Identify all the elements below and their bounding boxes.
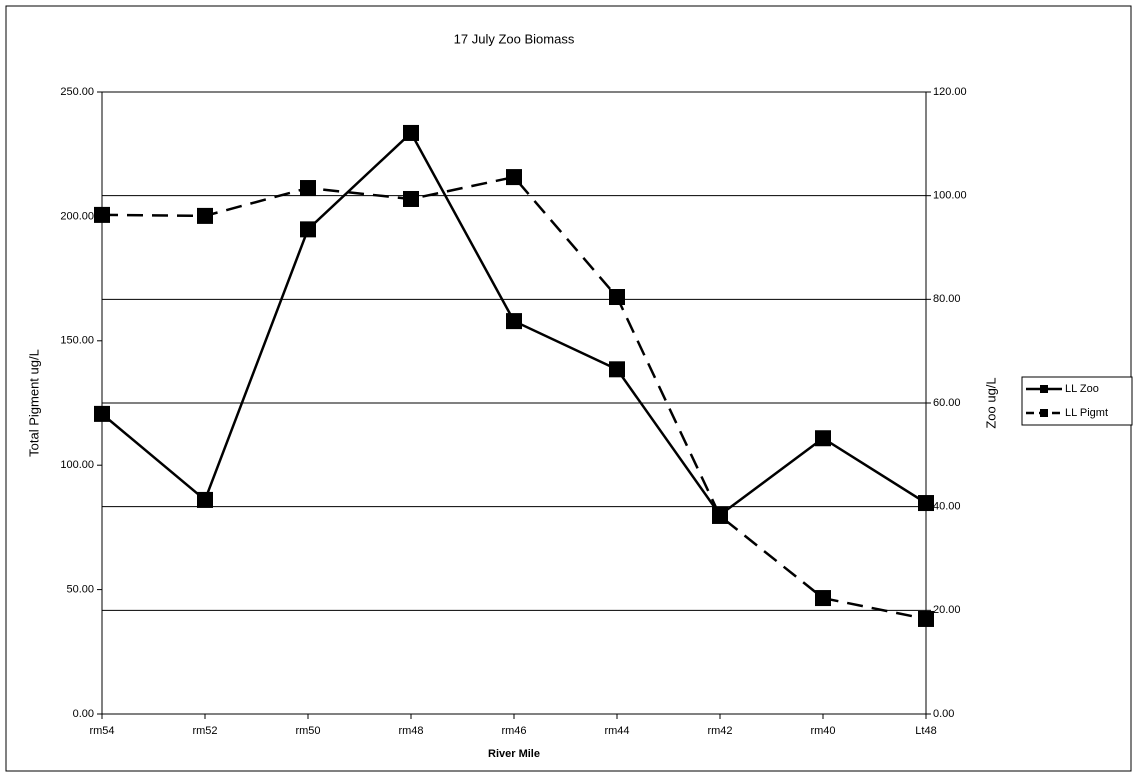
y-tick-label: 200.00: [60, 210, 94, 222]
x-tick-label: rm54: [89, 725, 114, 737]
x-tick-label: rm50: [295, 725, 320, 737]
marker: [712, 507, 728, 524]
y2-tick-label: 0.00: [933, 708, 954, 720]
series-line: [101, 175, 927, 621]
legend-label: LL Pigmt: [1065, 407, 1108, 419]
x-axis-label: River Mile: [488, 748, 540, 760]
y2-tick-label: 20.00: [933, 604, 961, 616]
y2-axis-label: Zoo ug/L: [983, 377, 998, 428]
marker: [197, 491, 213, 508]
y2-tick-label: 40.00: [933, 501, 961, 513]
x-tick-label: rm44: [604, 725, 629, 737]
marker: [815, 430, 831, 447]
marker: [300, 221, 316, 238]
y2-tick-label: 120.00: [933, 86, 967, 98]
marker: [94, 206, 110, 223]
marker: [815, 590, 831, 607]
x-tick-label: rm46: [501, 725, 526, 737]
legend-marker: [1040, 385, 1048, 393]
y-axis-label: Total Pigment ug/L: [26, 349, 41, 457]
marker: [918, 495, 934, 512]
x-tick-label: rm48: [398, 725, 423, 737]
marker: [918, 610, 934, 627]
marker: [609, 361, 625, 378]
marker: [403, 190, 419, 207]
legend-marker: [1040, 409, 1048, 417]
y-tick-label: 50.00: [66, 584, 94, 596]
y2-tick-label: 60.00: [933, 397, 961, 409]
y-tick-label: 250.00: [60, 86, 94, 98]
marker: [506, 313, 522, 330]
chart-border: [5, 5, 1132, 772]
x-tick-label: rm52: [192, 725, 217, 737]
marker: [609, 289, 625, 306]
y-tick-label: 0.00: [73, 708, 94, 720]
y2-tick-label: 80.00: [933, 293, 961, 305]
marker: [403, 124, 419, 141]
y-tick-label: 150.00: [60, 335, 94, 347]
marker: [506, 169, 522, 186]
legend-label: LL Zoo: [1065, 383, 1099, 395]
y-tick-label: 100.00: [60, 459, 94, 471]
x-tick-label: rm40: [810, 725, 835, 737]
marker: [300, 180, 316, 197]
marker: [94, 405, 110, 422]
chart-title: 17 July Zoo Biomass: [454, 31, 575, 46]
x-tick-label: Lt48: [915, 725, 936, 737]
x-tick-label: rm42: [707, 725, 732, 737]
marker: [197, 207, 213, 224]
y2-tick-label: 100.00: [933, 190, 967, 202]
